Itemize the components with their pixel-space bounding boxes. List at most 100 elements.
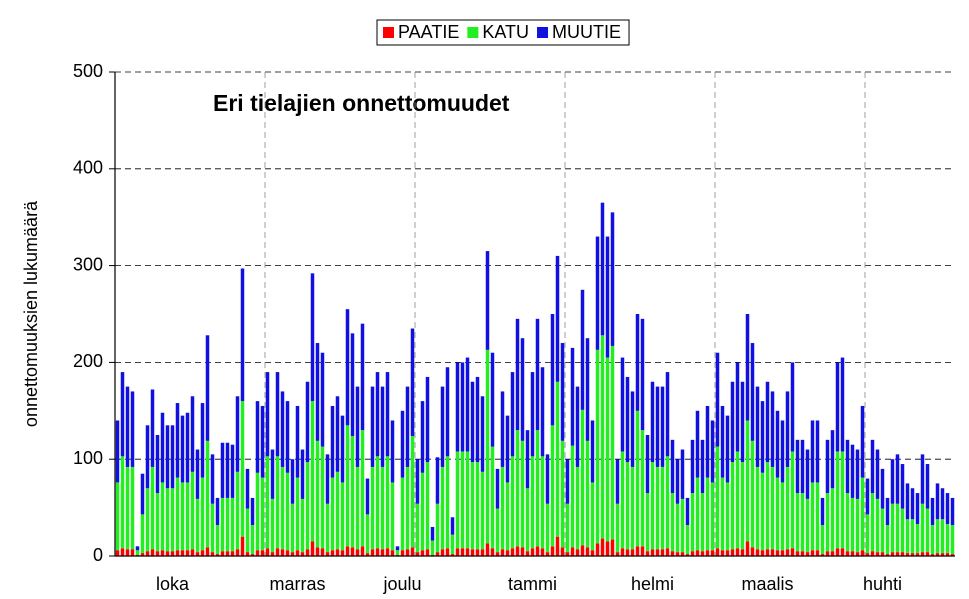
bar-segment [755, 386, 760, 467]
bar-segment [670, 551, 675, 556]
bar-segment [885, 497, 890, 526]
bar-segment [345, 309, 350, 426]
bar-segment [250, 525, 255, 555]
bar-segment [450, 517, 455, 535]
x-tick-label: tammi [508, 574, 557, 594]
bar-segment [125, 466, 130, 550]
bar-segment [495, 552, 500, 556]
bar-segment [270, 449, 275, 499]
bar-segment [245, 508, 250, 553]
bar-segment [835, 451, 840, 549]
bar-segment [335, 471, 340, 550]
bar-segment [800, 493, 805, 552]
bar-segment [865, 553, 870, 556]
bar-segment [625, 462, 630, 550]
bar-segment [890, 503, 895, 553]
bar-segment [935, 553, 940, 556]
bar-segment [825, 439, 830, 494]
bar-segment [730, 549, 735, 556]
bar-segment [875, 552, 880, 556]
bar-segment [780, 550, 785, 556]
bar-segment [920, 552, 925, 556]
bar-segment [120, 372, 125, 457]
bar-segment [880, 552, 885, 556]
bar-segment [185, 412, 190, 483]
bar-segment [155, 435, 160, 494]
bar-segment [880, 468, 885, 509]
bar-segment [365, 553, 370, 556]
bar-segment [620, 548, 625, 556]
bar-segment [450, 554, 455, 556]
bar-segment [845, 439, 850, 494]
bar-segment [940, 553, 945, 556]
bar-segment [805, 552, 810, 556]
bar-segment [905, 553, 910, 556]
bar-segment [175, 477, 180, 551]
bar-segment [290, 459, 295, 504]
bar-segment [505, 415, 510, 483]
bar-segment [610, 539, 615, 556]
bar-segment [165, 425, 170, 489]
bar-segment [140, 514, 145, 554]
bar-segment [125, 386, 130, 467]
bar-segment [655, 466, 660, 550]
legend-box [376, 19, 630, 46]
bar-segment [745, 420, 750, 542]
bar-segment [880, 508, 885, 553]
bar-segment [500, 466, 505, 550]
bar-segment [580, 409, 585, 546]
bar-segment [470, 381, 475, 463]
bar-segment [620, 357, 625, 452]
y-axis-label: onnettomuuksien lukumäärä [21, 200, 41, 427]
bar-segment [150, 466, 155, 550]
bar-segment [665, 456, 670, 549]
bar-segment [655, 549, 660, 556]
bar-segment [140, 473, 145, 515]
bar-segment [900, 552, 905, 556]
bar-segment [485, 543, 490, 556]
bar-segment [375, 548, 380, 556]
bar-segment [840, 451, 845, 549]
bar-segment [515, 430, 520, 547]
bar-segment [535, 318, 540, 431]
bar-segment [610, 212, 615, 346]
bar-segment [145, 425, 150, 489]
bar-segment [760, 401, 765, 473]
bar-segment [330, 550, 335, 556]
bar-segment [580, 545, 585, 556]
bar-segment [835, 362, 840, 452]
bar-segment [660, 549, 665, 556]
bar-segment [370, 466, 375, 550]
bar-segment [195, 498, 200, 553]
bar-segment [550, 546, 555, 556]
bar-segment [920, 454, 925, 504]
bar-segment [770, 466, 775, 550]
bar-segment [325, 503, 330, 553]
bar-segment [150, 549, 155, 556]
bar-segment [735, 451, 740, 549]
bar-segment [145, 551, 150, 556]
bar-segment [530, 548, 535, 556]
bar-segment [925, 552, 930, 556]
bar-segment [595, 349, 600, 544]
bar-segment [755, 466, 760, 550]
bar-segment [350, 547, 355, 556]
bar-segment [705, 550, 710, 556]
bar-segment [630, 466, 635, 550]
bar-segment [830, 551, 835, 556]
bar-segment [540, 456, 545, 549]
bar-segment [400, 410, 405, 478]
bar-segment [445, 367, 450, 457]
bar-segment [420, 401, 425, 473]
bar-segment [195, 552, 200, 556]
bar-segment [575, 466, 580, 550]
bar-segment [120, 548, 125, 556]
bar-segment [145, 488, 150, 552]
bar-segment [155, 551, 160, 556]
bar-segment [285, 401, 290, 473]
bar-segment [160, 550, 165, 556]
bar-segment [600, 335, 605, 539]
bar-segment [370, 386, 375, 467]
bar-segment [120, 456, 125, 549]
bar-segment [385, 372, 390, 457]
